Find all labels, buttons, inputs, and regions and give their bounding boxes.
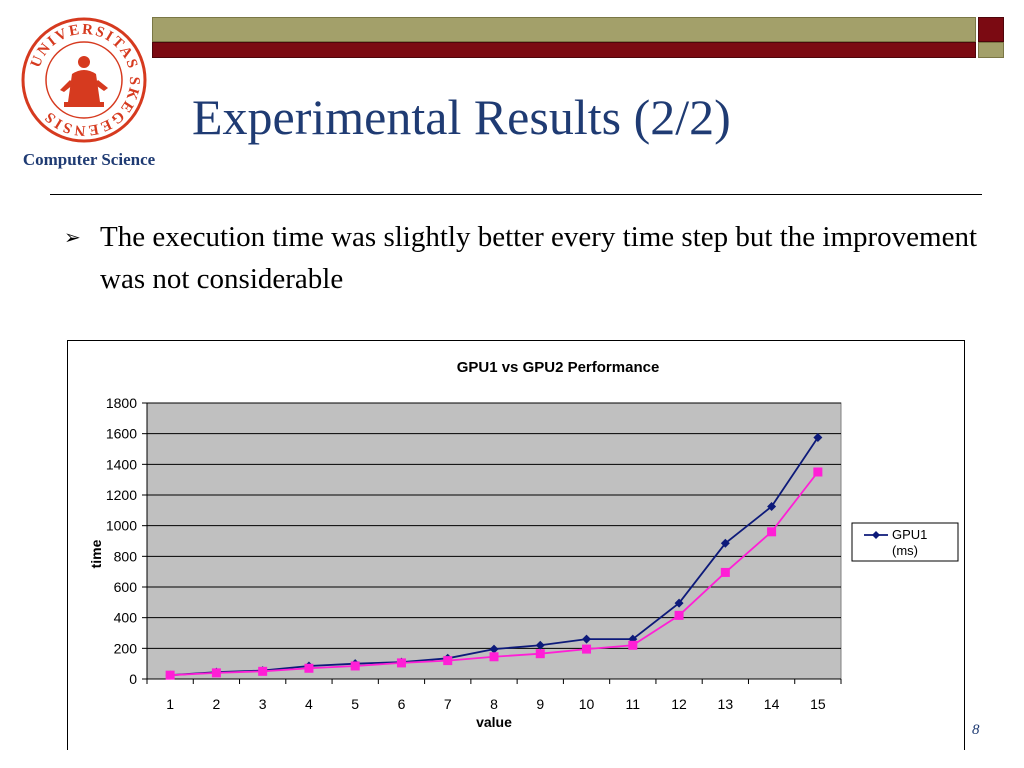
data-point-series-1 [489, 644, 499, 654]
y-tick-label: 1400 [106, 456, 137, 472]
header-bar-maroon [152, 42, 976, 58]
chart-title: GPU1 vs GPU2 Performance [457, 359, 660, 376]
university-seal-logo: UNIVERSITAS SKEGEENSIS [21, 17, 147, 143]
x-tick-label: 8 [490, 696, 498, 712]
y-tick-label: 1200 [106, 487, 137, 503]
data-point-series-1 [813, 433, 823, 442]
data-point-series-2 [350, 661, 360, 671]
y-tick-label: 400 [114, 610, 138, 626]
x-tick-label: 5 [351, 696, 359, 712]
x-axis-label: value [476, 714, 512, 730]
data-point-series-2 [211, 668, 221, 678]
plot-area [146, 402, 842, 680]
data-point-series-2 [443, 656, 453, 666]
x-tick-label: 2 [213, 696, 221, 712]
page-number: 8 [972, 722, 980, 738]
x-tick-label: 3 [259, 696, 267, 712]
header-square-olive [978, 42, 1004, 58]
header-bar-olive [152, 17, 976, 42]
legend-label: GPU1 [892, 527, 927, 542]
y-tick-label: 600 [114, 579, 138, 595]
data-point-series-2 [535, 649, 545, 659]
x-tick-label: 6 [398, 696, 406, 712]
y-tick-label: 0 [129, 671, 137, 687]
data-point-series-1 [767, 502, 777, 511]
x-tick-label: 14 [764, 696, 780, 712]
legend-box [851, 522, 959, 562]
legend-label-unit: (ms) [892, 543, 918, 558]
x-tick-label: 12 [671, 696, 687, 712]
data-point-series-2 [767, 527, 777, 537]
y-tick-label: 200 [114, 640, 138, 656]
y-tick-label: 1600 [106, 426, 137, 442]
header-square-maroon [978, 17, 1004, 42]
x-tick-label: 7 [444, 696, 452, 712]
data-point-series-2 [258, 666, 268, 676]
data-point-series-2 [628, 640, 638, 650]
x-tick-label: 11 [626, 696, 641, 712]
x-tick-label: 4 [305, 696, 313, 712]
data-point-series-2 [720, 567, 730, 577]
y-tick-label: 800 [114, 548, 138, 564]
data-point-series-2 [582, 644, 592, 654]
legend-marker [872, 531, 880, 539]
data-point-series-1 [720, 538, 730, 548]
data-point-series-2 [165, 670, 175, 680]
data-point-series-1 [582, 634, 592, 644]
bullet-arrow-icon: ➢ [64, 227, 81, 249]
y-tick-label: 1800 [106, 395, 137, 411]
bullet-text: The execution time was slightly better e… [100, 221, 978, 295]
data-point-series-1 [674, 598, 684, 608]
x-tick-label: 13 [718, 696, 734, 712]
y-tick-label: 1000 [106, 518, 137, 534]
y-axis-label: time [88, 539, 104, 568]
data-point-series-2 [396, 658, 406, 668]
data-point-series-1 [535, 640, 545, 650]
x-tick-label: 9 [536, 696, 544, 712]
x-tick-label: 1 [166, 696, 174, 712]
department-label: Computer Science [22, 150, 156, 169]
x-tick-label: 15 [810, 696, 826, 712]
title-divider [50, 194, 982, 195]
data-point-series-2 [304, 663, 314, 673]
data-point-series-2 [813, 467, 823, 477]
data-point-series-2 [489, 652, 499, 662]
data-point-series-2 [674, 610, 684, 620]
x-tick-label: 10 [579, 696, 595, 712]
slide-title: Experimental Results (2/2) [192, 89, 731, 145]
